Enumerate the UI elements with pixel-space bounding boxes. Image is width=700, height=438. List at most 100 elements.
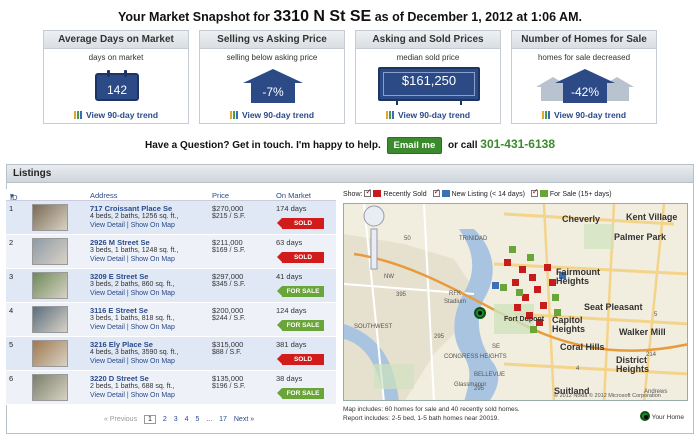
map-label: TRINIDAD [459,236,488,242]
email-me-button[interactable]: Email me [386,137,443,154]
listing-photo[interactable] [32,238,68,265]
filter-sold-checkbox[interactable] [364,187,372,197]
map-label: Seat Pleasant [584,302,643,312]
table-row[interactable]: 6 3220 D Street Se 2 beds, 1 baths, 688 sq… [6,371,336,405]
map-label: Andrews [644,389,668,395]
status-badge: SOLD [277,252,324,263]
row-id: 1 [9,204,14,213]
map-foot-line1: Map includes: 60 homes for sale and 40 r… [343,406,520,413]
pagination: « Previous 1 2 3 4 5 ... 17 Next » [104,415,259,424]
column-price[interactable]: Price [212,191,230,200]
status-badge: FOR SALE [277,286,324,297]
bar-chart-icon [73,111,83,119]
listing-specs: 3 beds, 1 baths, 818 sq. ft., [90,315,175,322]
listing-address-link[interactable]: 717 Croissant Place Se [90,204,173,213]
map-label: Walker Mill [619,327,666,337]
listing-price: $211,000 [212,238,243,247]
title-address: 3310 N St SE [273,8,372,25]
trend-link[interactable]: View 90-day trend [512,110,656,120]
listing-photo[interactable] [32,374,68,401]
sale-pin-icon [539,190,548,197]
trend-link-label: View 90-day trend [85,110,159,120]
trend-link[interactable]: View 90-day trend [200,110,344,120]
listing-photo[interactable] [32,204,68,231]
page-4[interactable]: 4 [184,416,189,423]
listing-links[interactable]: View Detail | Show On Map [90,222,175,229]
listing-days-on-market: 174 days [276,204,307,213]
card-subtitle: median sold price [396,53,460,62]
trend-link-label: View 90-day trend [553,110,627,120]
map-label: 295 [434,334,445,340]
listing-address-link[interactable]: 3216 Ely Place Se [90,340,153,349]
filter-new-checkbox[interactable] [432,187,440,197]
listing-links[interactable]: View Detail | Show On Map [90,324,175,331]
filter-sale-checkbox[interactable] [530,187,539,197]
title-prefix: Your Market Snapshot for [118,10,270,24]
next-page-link[interactable]: Next » [233,416,255,423]
listing-specs: 4 beds, 2 baths, 1256 sq. ft., [90,213,179,220]
listing-photo[interactable] [32,272,68,299]
listing-price-per-sqft: $196 / S.F. [212,383,246,390]
page-2[interactable]: 2 [162,416,167,423]
house-icon: -7% [243,69,303,103]
listings-header: ID ▾ Address Price On Market [6,189,336,202]
page-1[interactable]: 1 [144,415,156,424]
table-row[interactable]: 5 3216 Ely Place Se 4 beds, 3 baths, 3590 … [6,337,336,371]
table-row[interactable]: 4 3116 E Street Se 3 beds, 1 baths, 818 sq… [6,303,336,337]
listing-links[interactable]: View Detail | Show On Map [90,290,175,297]
table-row[interactable]: 1 717 Croissant Place Se 4 beds, 2 baths, … [6,201,336,235]
listing-specs: 4 beds, 3 baths, 3590 sq. ft., [90,349,179,356]
card-title: Selling vs Asking Price [200,31,344,49]
bar-chart-icon [385,111,395,119]
new-pin-icon [441,190,450,197]
map-label: SOUTHWEST [354,324,393,330]
column-address[interactable]: Address [90,191,118,200]
listing-price: $200,000 [212,306,244,315]
card-title: Number of Homes for Sale [512,31,656,49]
listing-address-link[interactable]: 3209 E Street Se [90,272,149,281]
show-label: Show: [343,191,363,198]
page-17[interactable]: 17 [219,416,227,423]
map-label: 295 [474,386,485,392]
map-label: Capitol Heights [552,315,586,334]
listing-price: $135,000 [212,374,244,383]
status-badge: SOLD [277,354,324,365]
bar-chart-icon [229,111,239,119]
listing-links[interactable]: View Detail | Show On Map [90,256,175,263]
listings-map[interactable]: Cheverly Kent Village Palmer Park Fairmo… [343,203,688,401]
listing-address-link[interactable]: 3220 D Street Se [90,374,149,383]
listing-photo[interactable] [32,306,68,333]
card-value: -42% [570,85,599,99]
trend-link[interactable]: View 90-day trend [44,110,188,120]
map-label: District Heights [616,355,650,374]
contact-text: Have a Question? Get in touch. I'm happy… [144,140,381,151]
calendar-icon: 142 [95,70,139,101]
trend-link-label: View 90-day trend [241,110,315,120]
map-label: 5 [654,312,658,318]
previous-page-link[interactable]: « Previous [104,416,138,423]
listing-links[interactable]: View Detail | Show On Map [90,358,175,365]
column-id[interactable]: ID ▾ [10,191,18,202]
map-label: Fairmount Heights [556,267,600,286]
map-label: 395 [396,292,407,298]
status-badge: FOR SALE [277,320,324,331]
card-value: 142 [106,83,128,97]
phone-number[interactable]: 301-431-6138 [480,137,555,151]
table-row[interactable]: 3 3209 E Street Se 3 beds, 2 baths, 860 sq… [6,269,336,303]
page-5[interactable]: 5 [195,416,200,423]
page-title: Your Market Snapshot for 3310 N St SE as… [0,8,700,26]
trend-link[interactable]: View 90-day trend [356,110,500,120]
column-on-market[interactable]: On Market [276,191,312,200]
listing-links[interactable]: View Detail | Show On Map [90,392,175,399]
map-label: Suitland [554,386,590,396]
card-days-on-market: Average Days on Market days on market 14… [43,30,189,124]
listing-specs: 3 beds, 2 baths, 860 sq. ft., [90,281,175,288]
listing-photo[interactable] [32,340,68,367]
card-asking-sold-prices: Asking and Sold Prices median sold price… [355,30,501,124]
card-title: Average Days on Market [44,31,188,49]
page-3[interactable]: 3 [173,416,178,423]
your-home-marker[interactable] [474,307,486,319]
listing-address-link[interactable]: 3116 E Street Se [90,306,148,315]
table-row[interactable]: 2 2926 M Street Se 3 beds, 1 baths, 1248 s… [6,235,336,269]
listing-address-link[interactable]: 2926 M Street Se [90,238,150,247]
